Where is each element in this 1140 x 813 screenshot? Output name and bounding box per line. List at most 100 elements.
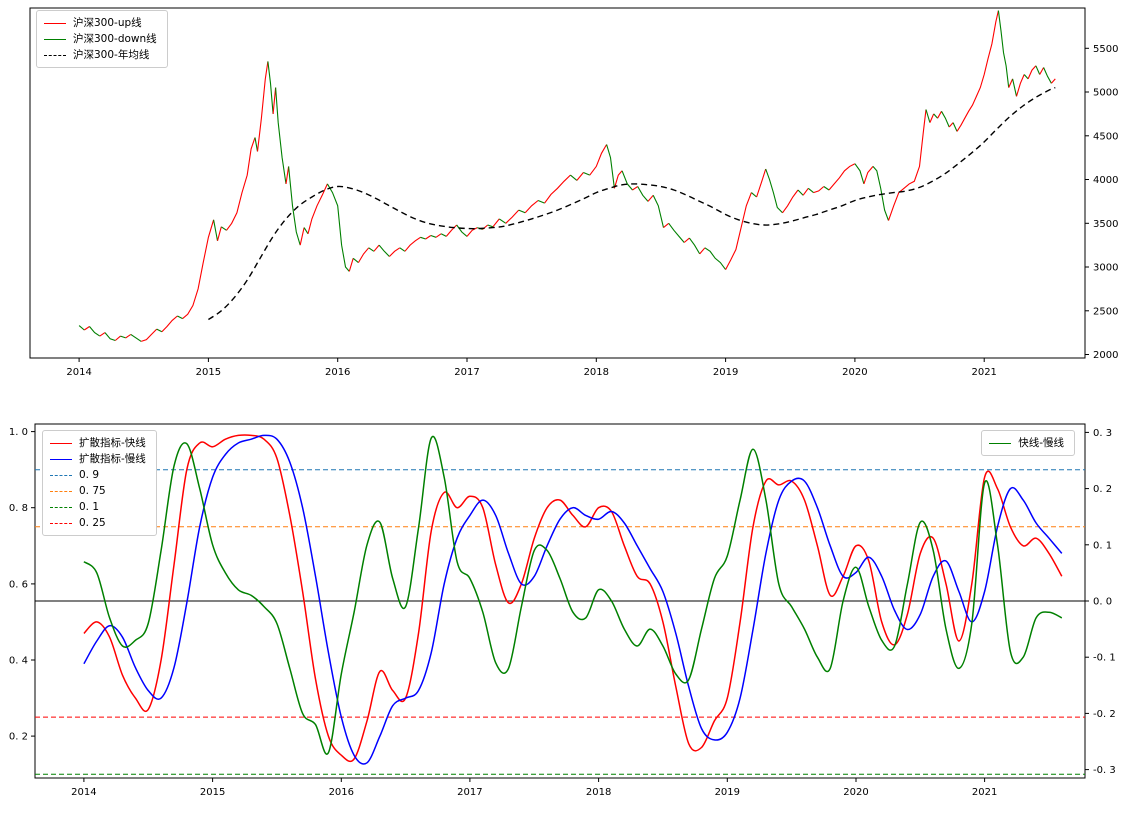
legend-item-yearly-ma: 沪深300-年均线 (44, 47, 157, 63)
price-up-segment (756, 168, 767, 198)
indicator-series (83, 434, 1063, 765)
slow-line-sample-icon (50, 458, 72, 460)
price-up-segment (929, 113, 935, 123)
diff-line-sample-icon (989, 442, 1012, 444)
tick-label: 2015 (196, 367, 221, 378)
price-down-segment (430, 234, 437, 238)
price-down-segment (765, 168, 783, 214)
price-down-segment (267, 61, 274, 114)
price-up-segment (1008, 78, 1014, 88)
price-down-segment (420, 236, 426, 240)
price-down-segment (606, 144, 615, 189)
price-up-segment (404, 236, 421, 252)
indicator-chart-canvas: 2014 2015 2016 2017 2018 2019 2020 2021 0. 2 0. 4… (9, 423, 1116, 798)
price-up-segment (813, 186, 825, 194)
tick-label: 2020 (843, 787, 868, 798)
price-up-segment (576, 172, 584, 181)
price-chart-legend: 沪深300-up线 沪深300-down线 沪深300-年均线 (36, 10, 168, 68)
price-up-segment (466, 227, 478, 237)
price-up-segment (256, 61, 269, 152)
price-down-segment (941, 111, 950, 128)
tick-label: 0. 2 (9, 732, 28, 743)
price-down-segment (518, 209, 526, 214)
price-down-segment (177, 315, 183, 320)
price-up-segment (1039, 67, 1045, 75)
price-up-segment (647, 194, 654, 202)
price-down-segment (1043, 67, 1052, 84)
price-up-segment (663, 222, 670, 229)
price-down-segment (668, 222, 685, 243)
legend-label: 快线-慢线 (1018, 437, 1064, 449)
price-up-segment (182, 219, 215, 320)
price-down-segment (220, 226, 227, 231)
price-up-segment (141, 328, 158, 342)
price-down-segment (456, 224, 468, 237)
price-up-segment (389, 247, 401, 257)
indicator-axes: 2014 2015 2016 2017 2018 2019 2020 2021 0. 2 0. 4… (9, 423, 1116, 798)
price-up-segment (272, 87, 277, 114)
price-up-segment (589, 144, 608, 176)
legend-label: 0. 9 (79, 469, 100, 481)
price-down-segment (823, 186, 830, 191)
threshold-025-sample-icon (50, 522, 72, 524)
threshold-075-sample-icon (50, 490, 72, 492)
price-up-segment (1027, 65, 1037, 80)
price-down-segment (78, 325, 85, 331)
tick-label: -0. 1 (1093, 653, 1116, 664)
indicator-chart-legend: 扩散指标-快线 扩散指标-慢线 0. 9 0. 75 0. 1 0. 25 (42, 430, 157, 536)
tick-label: 0. 4 (9, 656, 28, 667)
price-down-segment (440, 233, 447, 237)
price-up-segment (226, 137, 256, 231)
price-down-segment (1023, 74, 1029, 80)
legend-label: 沪深300-down线 (73, 33, 157, 45)
tick-label: 2016 (329, 787, 354, 798)
tick-label: 2000 (1093, 350, 1118, 361)
price-down-segment (688, 237, 701, 255)
price-down-segment (751, 192, 757, 198)
price-up-segment (632, 186, 639, 191)
price-down-segment (583, 171, 591, 176)
price-up-segment (505, 209, 520, 224)
axes-box (29, 7, 1086, 359)
price-down-segment (854, 163, 865, 185)
price-up-segment (782, 189, 799, 214)
price-up-segment (357, 247, 370, 263)
price-up-segment (524, 200, 539, 214)
price-down-segment (704, 247, 727, 270)
legend-item-threshold-075: 0. 75 (50, 483, 146, 499)
tick-label: 2015 (200, 787, 225, 798)
tick-label: 0. 6 (9, 579, 28, 590)
price-down-segment (254, 137, 259, 152)
price-down-segment (621, 170, 633, 191)
price-up-segment (114, 335, 121, 341)
legend-label: 0. 1 (79, 501, 100, 513)
fast-line (83, 434, 1063, 763)
legend-item-down-line: 沪深300-down线 (44, 31, 157, 47)
legend-label: 0. 75 (79, 485, 106, 497)
price-down-segment (326, 183, 350, 272)
price-axes: 2014 2015 2016 2017 2018 2019 2020 2021 2000 2500… (29, 7, 1118, 378)
tick-label: 0. 1 (1093, 540, 1112, 551)
price-up-segment (683, 237, 690, 243)
up-line-sample-icon (44, 22, 66, 24)
price-down-segment (89, 326, 101, 337)
tick-label: 0. 0 (1093, 597, 1112, 608)
legend-label: 扩散指标-快线 (79, 437, 146, 449)
price-down-segment (399, 247, 406, 252)
tick-label: 2019 (715, 787, 740, 798)
tick-label: 2021 (971, 367, 996, 378)
indicator-diff-legend: 快线-慢线 (981, 430, 1075, 456)
yearly-ma-sample-icon (44, 54, 66, 56)
price-up-segment (699, 247, 706, 255)
price-down-segment (1012, 78, 1018, 97)
price-down-segment (933, 113, 939, 119)
price-up-segment (373, 244, 380, 252)
price-down-segment (303, 227, 309, 235)
reference-lines (35, 469, 1085, 775)
tick-label: 3000 (1093, 263, 1118, 274)
price-down-segment (952, 122, 958, 132)
tick-label: 2018 (584, 367, 609, 378)
price-up-segment (161, 315, 178, 333)
price-up-segment (887, 109, 927, 221)
price-up-segment (299, 227, 305, 246)
